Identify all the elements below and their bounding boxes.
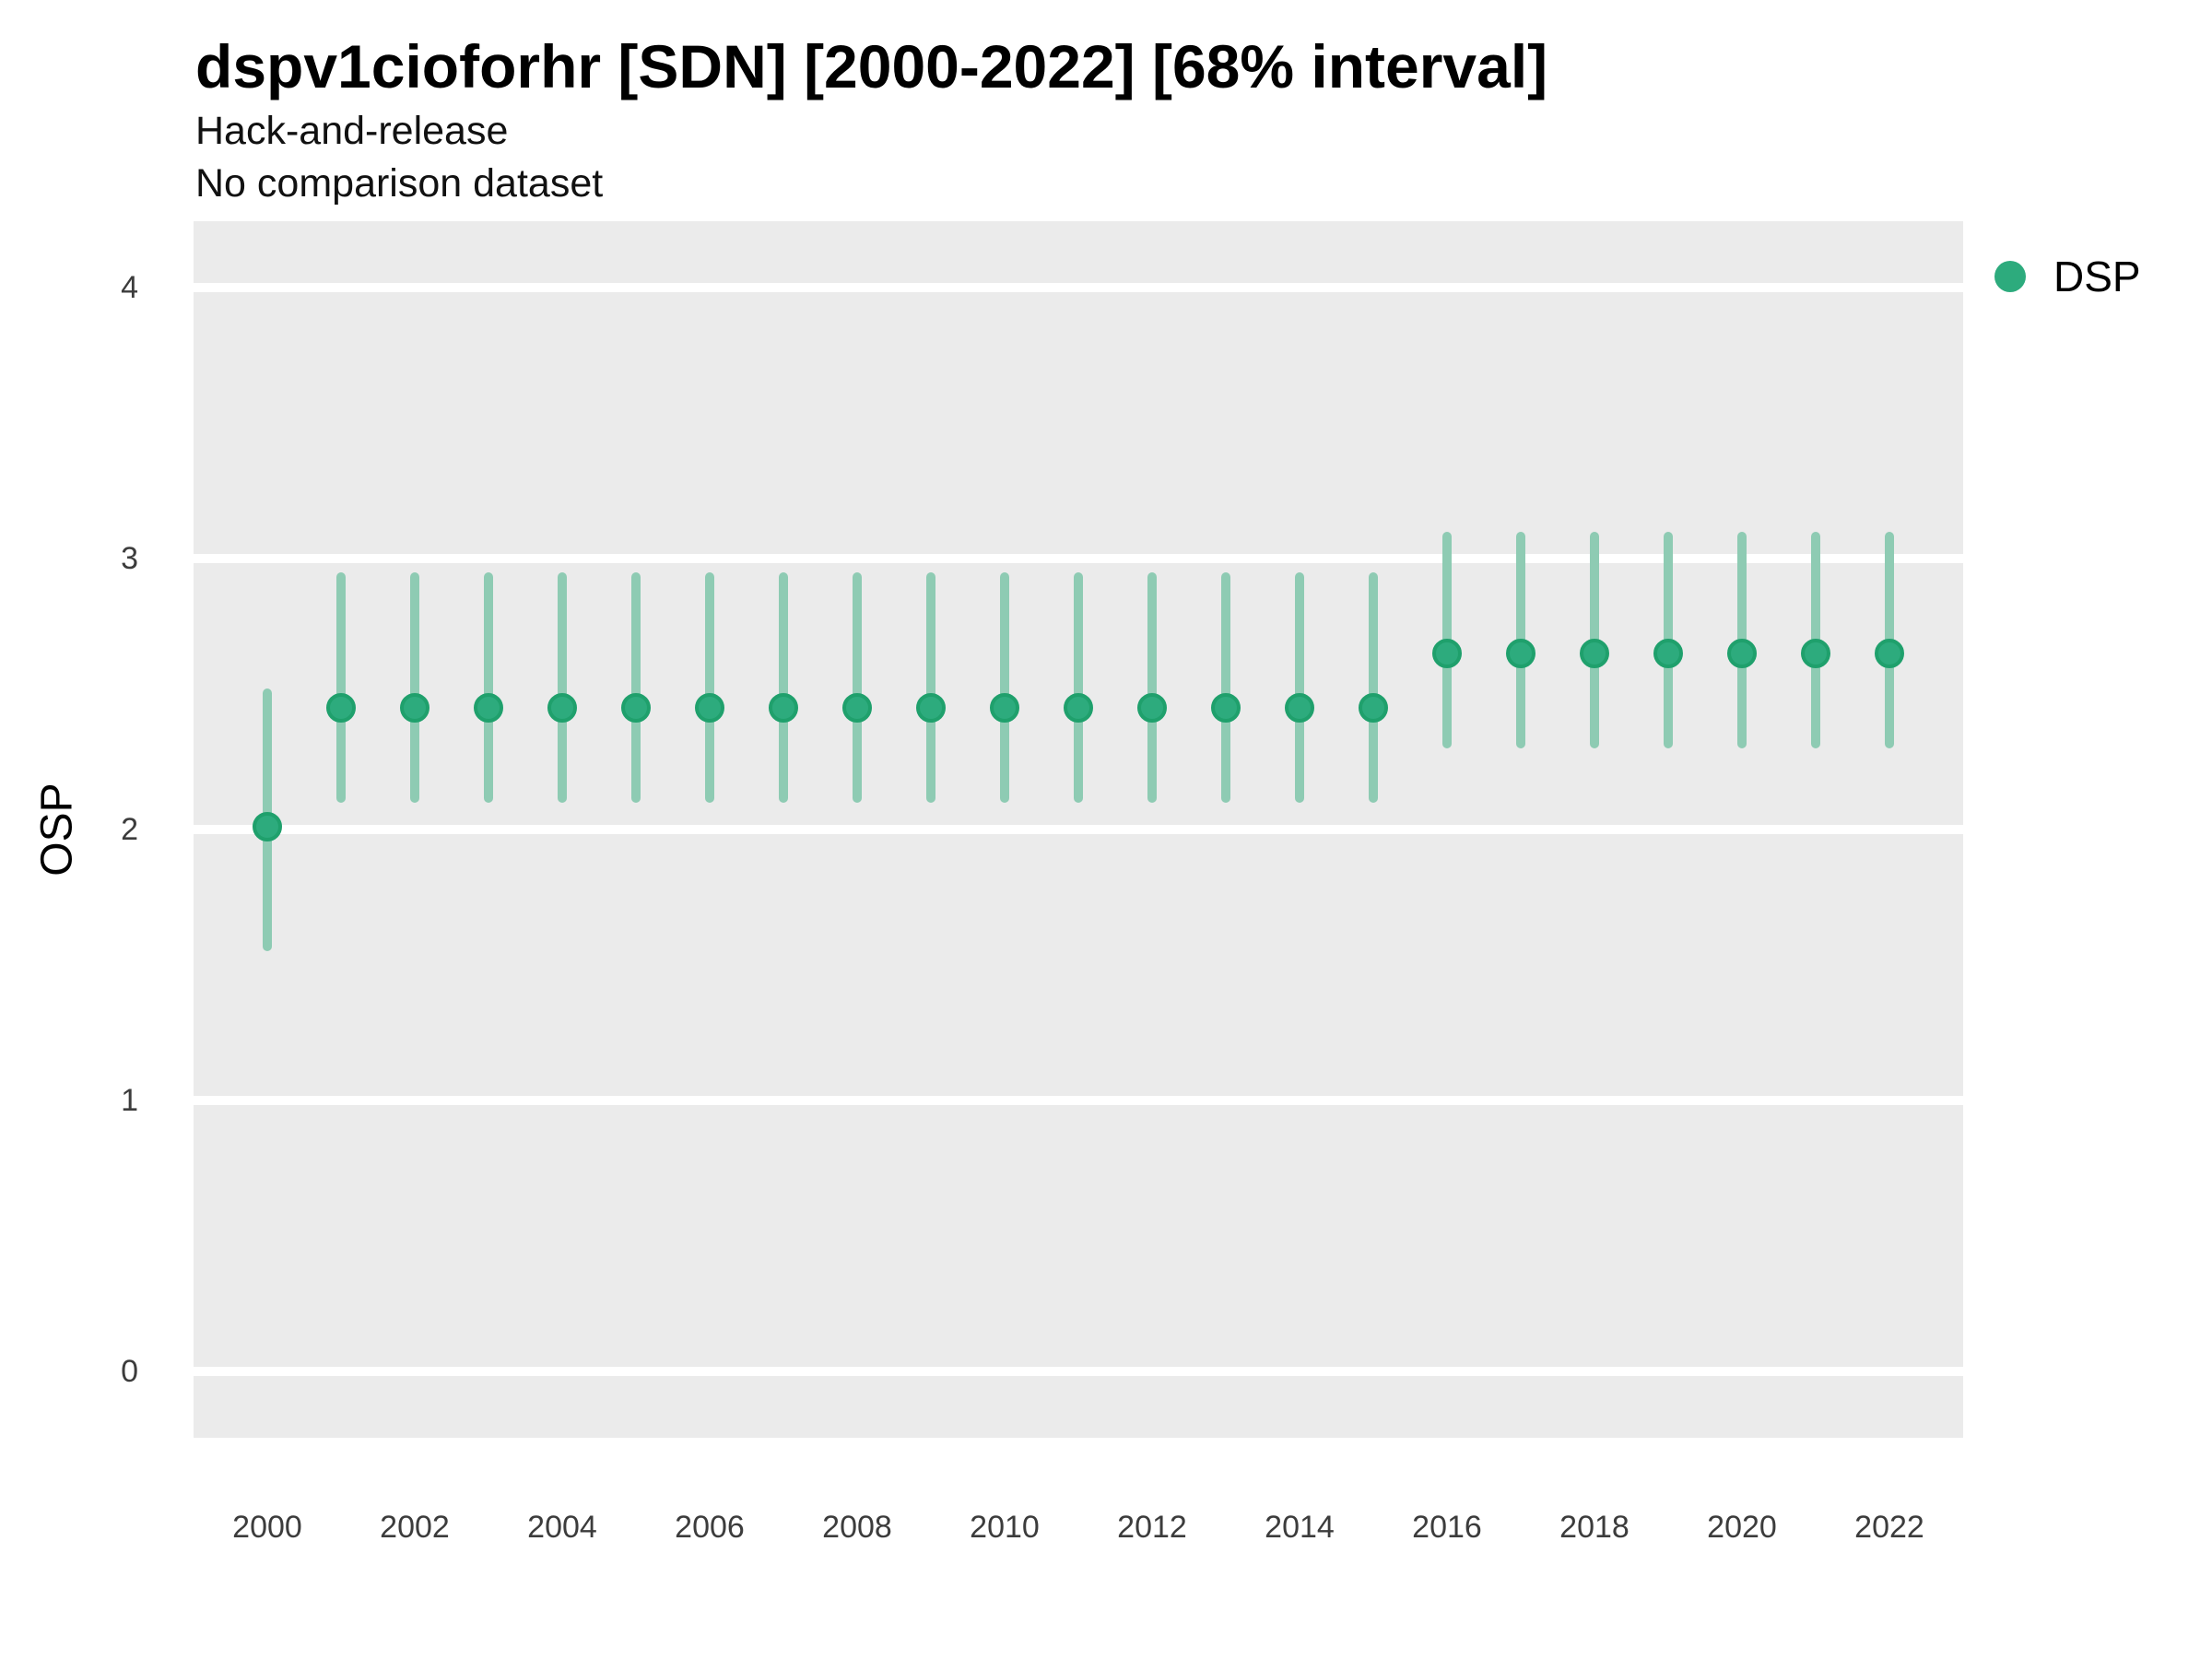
interval-bar-2007 [779,571,788,803]
x-tick-label-2010: 2010 [970,1510,1040,1545]
interval-bar-2005 [631,571,641,803]
data-point-2000 [253,812,282,842]
data-point-2004 [547,692,577,723]
data-point-2009 [916,692,946,723]
y-tick-label-0: 0 [121,1354,138,1389]
data-point-2020 [1727,638,1757,668]
data-point-2018 [1580,638,1609,668]
data-point-2006 [695,692,724,723]
x-tick-label-2006: 2006 [675,1510,745,1545]
interval-bar-2015 [1369,571,1378,803]
interval-bar-2009 [926,571,935,803]
data-point-2017 [1506,638,1535,668]
gridline-y-1 [194,1096,1963,1105]
data-point-2015 [1359,692,1388,723]
y-tick-label-2: 2 [121,812,138,847]
y-tick-label-4: 4 [121,270,138,305]
data-point-2007 [769,692,798,723]
data-point-2022 [1875,638,1904,668]
legend-label-dsp: DSP [2053,253,2141,300]
interval-bar-2012 [1147,571,1157,803]
gridline-y-3 [194,554,1963,563]
x-tick-label-2004: 2004 [527,1510,597,1545]
data-point-2012 [1137,692,1167,723]
legend: DSP [1994,254,2141,299]
data-point-2013 [1211,692,1241,723]
gridline-y-4 [194,283,1963,292]
y-tick-label-1: 1 [121,1083,138,1118]
interval-bar-2014 [1295,571,1304,803]
x-tick-label-2020: 2020 [1707,1510,1777,1545]
data-point-2002 [400,692,429,723]
data-point-2021 [1801,638,1830,668]
data-point-2008 [842,692,872,723]
interval-bar-2013 [1221,571,1230,803]
y-tick-label-3: 3 [121,541,138,576]
x-tick-label-2018: 2018 [1559,1510,1630,1545]
interval-bar-2004 [558,571,567,803]
gridline-y-0 [194,1367,1963,1376]
data-point-2014 [1285,692,1314,723]
interval-bar-2008 [853,571,862,803]
interval-bar-2010 [1000,571,1009,803]
interval-bar-2011 [1074,571,1083,803]
legend-marker-dsp [1994,261,2026,292]
x-tick-label-2008: 2008 [822,1510,892,1545]
x-tick-label-2000: 2000 [232,1510,302,1545]
interval-bar-2003 [484,571,493,803]
data-point-2019 [1653,638,1683,668]
interval-bar-2002 [410,571,419,803]
interval-bar-2001 [336,571,346,803]
data-point-2010 [990,692,1019,723]
x-tick-label-2012: 2012 [1117,1510,1187,1545]
x-tick-label-2022: 2022 [1854,1510,1924,1545]
chart-subtitle-line1: Hack-and-release [195,109,509,153]
chart-subtitle-line2: No comparison dataset [195,161,604,206]
plot-panel [194,221,1963,1438]
interval-bar-2006 [705,571,714,803]
x-tick-label-2002: 2002 [380,1510,450,1545]
data-point-2001 [326,692,356,723]
x-tick-label-2014: 2014 [1265,1510,1335,1545]
data-point-2016 [1432,638,1462,668]
data-point-2003 [474,692,503,723]
chart-title: dspv1cioforhr [SDN] [2000-2022] [68% int… [195,32,1548,100]
gridline-y-2 [194,825,1963,834]
data-point-2011 [1064,692,1093,723]
x-tick-label-2016: 2016 [1412,1510,1482,1545]
data-point-2005 [621,692,651,723]
